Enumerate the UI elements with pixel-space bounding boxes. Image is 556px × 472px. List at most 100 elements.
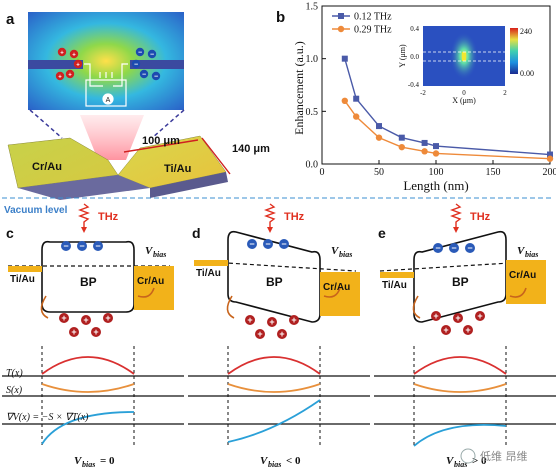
hole-sign-1: + xyxy=(83,315,88,325)
thz-wave-icon xyxy=(78,203,90,230)
conduction-band xyxy=(413,230,507,261)
panel-label-b: b xyxy=(276,9,285,26)
electron-sign-0: − xyxy=(435,243,440,253)
hole-sign-3: + xyxy=(443,325,448,335)
label-sx: S(x) xyxy=(6,385,23,396)
x-tick-label-0: 0 xyxy=(320,167,325,178)
svg-text:−: − xyxy=(154,74,158,81)
series-1-point-5 xyxy=(432,150,440,157)
hole-2 xyxy=(289,315,299,325)
x-tick-label-3: 150 xyxy=(486,167,501,178)
svg-text:−: − xyxy=(138,50,142,57)
series-0-point-5 xyxy=(433,143,439,150)
hole-sign-1: + xyxy=(455,313,460,323)
y-tick-label-3: 1.5 xyxy=(306,2,319,13)
positive-charges-left: + + + + + xyxy=(55,47,83,81)
svg-text:−: − xyxy=(134,62,138,69)
vbias-label: V xyxy=(517,245,526,257)
panel-label-d: d xyxy=(192,225,201,241)
s-curve xyxy=(227,383,321,393)
svg-text:−: − xyxy=(150,52,154,59)
metal-right-label: Cr/Au xyxy=(323,282,350,293)
electron-2 xyxy=(93,241,103,251)
arrow-right-icon xyxy=(323,287,341,298)
hole-2 xyxy=(103,313,113,323)
antenna-left-arm xyxy=(28,60,83,69)
electron-sign-1: − xyxy=(451,243,456,253)
series-1-point-0 xyxy=(341,97,348,105)
svg-text:+: + xyxy=(60,51,64,57)
metal-left-label: Ti/Au xyxy=(10,274,35,285)
valence-band xyxy=(41,250,135,313)
electron-sign-0: − xyxy=(249,239,254,249)
series-line-1 xyxy=(344,100,551,160)
electron-0 xyxy=(247,239,257,249)
arrow-right-icon xyxy=(509,287,527,298)
panel-label-e: e xyxy=(378,225,386,241)
inset-cbar-min: 0.00 xyxy=(520,69,534,78)
hole-3 xyxy=(69,327,79,337)
arrow-left-icon xyxy=(226,295,235,319)
bias-sub-d: bias xyxy=(268,460,281,469)
dim-100um-arrow xyxy=(123,139,199,153)
chart-inset: 240 0.00 Y (μm) 0.4 0.0 -0.4 -2 0 2 X (μ… xyxy=(398,25,534,105)
hole-sign-4: + xyxy=(465,325,470,335)
hole-4 xyxy=(277,329,287,339)
hole-sign-4: + xyxy=(93,327,98,337)
legend-label-0: 0.12 THz xyxy=(354,12,392,23)
bias-label-d: V xyxy=(260,455,269,467)
circuit-diagram xyxy=(84,63,128,107)
series-1-point-6 xyxy=(546,155,554,162)
thz-label: THz xyxy=(98,211,119,223)
thz-arrow-head-icon xyxy=(453,227,459,233)
hole-sign-0: + xyxy=(61,313,66,323)
metal-right-label: Cr/Au xyxy=(137,276,164,287)
chart-ylabel: Enhancement (a.u.) xyxy=(292,41,306,135)
thz-arrow-head-icon xyxy=(81,227,87,233)
chart-ticks: 0 50 100 150 200 0.0 0.5 1.0 1.5 xyxy=(306,2,556,179)
arrow-left-icon xyxy=(40,295,49,319)
v-curve xyxy=(413,423,507,447)
chart-series xyxy=(341,55,554,162)
hole-0 xyxy=(245,315,255,325)
electron-1 xyxy=(263,239,273,249)
thz-label: THz xyxy=(284,211,305,223)
y-tick-label-0: 0.0 xyxy=(306,160,319,171)
pad-right-label: Ti/Au xyxy=(164,163,191,175)
hole-2 xyxy=(475,311,485,321)
inset-cbar-max: 240 xyxy=(520,27,532,36)
v-curve xyxy=(227,399,321,443)
hole-1 xyxy=(81,315,91,325)
conduction-band xyxy=(41,240,135,251)
negative-charges-right: − − − − − xyxy=(131,47,161,81)
chart-xlabel: Length (nm) xyxy=(403,178,468,193)
metal-right xyxy=(320,272,360,316)
t-curve xyxy=(413,356,507,375)
vbias-sub: bias xyxy=(339,250,352,259)
hole-sign-2: + xyxy=(477,311,482,321)
arrow-right-icon xyxy=(137,287,155,298)
hole-3 xyxy=(255,329,265,339)
electron-sign-2: − xyxy=(95,241,100,251)
hole-sign-1: + xyxy=(269,317,274,327)
inset-ytick-m04: -0.4 xyxy=(408,81,420,89)
hole-sign-3: + xyxy=(71,327,76,337)
hole-4 xyxy=(91,327,101,337)
zoom-lines xyxy=(29,109,185,139)
series-0-point-4 xyxy=(421,139,428,146)
inset-xtick-0: 0 xyxy=(462,89,466,97)
hole-3 xyxy=(441,325,451,335)
x-tick-label-2: 100 xyxy=(429,167,444,178)
y-tick-label-2: 1.0 xyxy=(306,54,319,65)
electron-2 xyxy=(465,243,475,253)
ammeter-symbol: A xyxy=(106,97,111,104)
panel-d: d THz Ti/Au Cr/Au BP V bias − − − + + + + + V bias < 0 xyxy=(188,203,370,469)
electron-0 xyxy=(61,241,71,251)
electron-sign-0: − xyxy=(63,241,68,251)
hole-0 xyxy=(59,313,69,323)
inset-colorbar xyxy=(510,28,518,74)
y-tick-label-1: 0.5 xyxy=(306,107,319,118)
pad-left-label: Cr/Au xyxy=(32,161,62,173)
series-0-point-2 xyxy=(376,123,382,130)
series-1-point-4 xyxy=(421,148,428,155)
